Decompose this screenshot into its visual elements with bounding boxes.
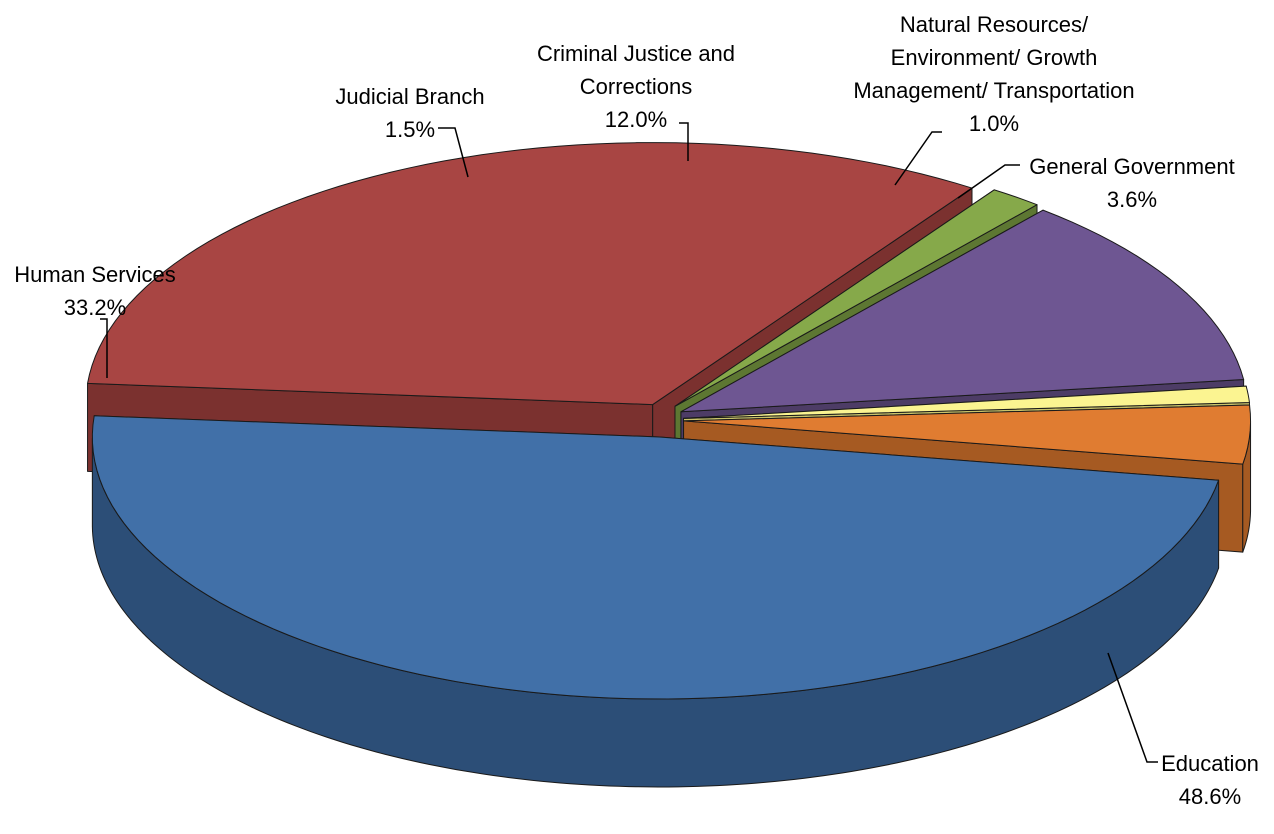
slice-tops xyxy=(87,142,1252,700)
slice-top-human-services xyxy=(87,142,973,406)
slice-label: Judicial Branch xyxy=(335,84,484,109)
slice-label: Education xyxy=(1161,751,1259,776)
slice-value-label: 33.2% xyxy=(64,295,126,320)
leader-lines xyxy=(100,122,1158,763)
data-label-group: Criminal Justice and Corrections 12.0% xyxy=(537,41,735,132)
leader-line xyxy=(894,131,942,186)
data-label-group: Judicial Branch 1.5% xyxy=(335,84,484,142)
slice-value-label: 3.6% xyxy=(1107,187,1157,212)
leader-line xyxy=(1107,652,1158,763)
leader-line xyxy=(438,127,469,178)
data-label-group: Natural Resources/Environment/ Growth Man… xyxy=(853,12,1134,136)
slice-top-education xyxy=(91,415,1220,700)
data-labels: Education 48.6% Human Services 33.2% Judicia… xyxy=(14,12,1259,809)
slice-top-judicial-branch xyxy=(674,189,1038,407)
slice-label: Criminal Justice and xyxy=(537,41,735,66)
slice-top-criminal-justice-and xyxy=(680,209,1245,413)
leader-line xyxy=(100,318,108,378)
slice-label: Human Services xyxy=(14,262,175,287)
data-label-group: Human Services 33.2% xyxy=(14,262,175,320)
leader-line xyxy=(679,122,689,161)
slice-label: General Government xyxy=(1029,154,1234,179)
slice-label: Natural Resources/ xyxy=(900,12,1089,37)
slice-value-label: 1.5% xyxy=(385,117,435,142)
data-label-group: Education 48.6% xyxy=(1161,751,1259,809)
slice-top-natural-resources xyxy=(683,385,1250,419)
leader-line xyxy=(957,164,1020,199)
slice-top-general-government xyxy=(683,404,1252,465)
slice-value-label: 12.0% xyxy=(605,107,667,132)
slice-label: Management/ Transportation xyxy=(853,78,1134,103)
slice-label: Corrections xyxy=(580,74,692,99)
slice-value-label: 1.0% xyxy=(969,111,1019,136)
data-label-group: General Government 3.6% xyxy=(1029,154,1234,212)
slice-label: Environment/ Growth xyxy=(891,45,1098,70)
slice-value-label: 48.6% xyxy=(1179,784,1241,809)
